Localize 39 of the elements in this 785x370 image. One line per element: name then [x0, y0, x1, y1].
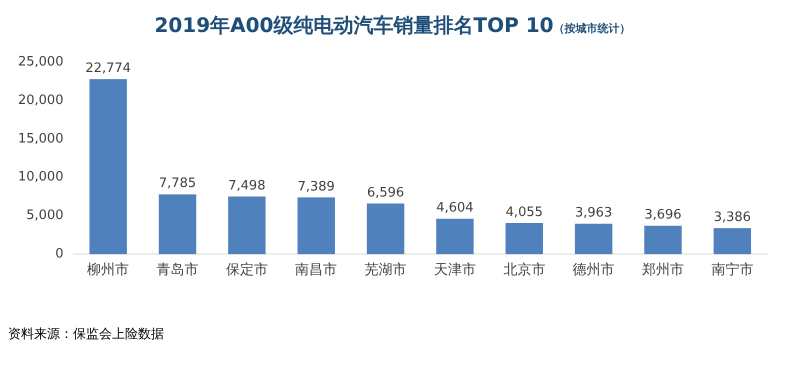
x-tick-label: 北京市: [503, 262, 546, 278]
x-tick-label: 郑州市: [642, 262, 684, 278]
bar: [714, 228, 752, 254]
x-tick-label: 南昌市: [295, 262, 338, 278]
data-label: 7,389: [298, 179, 335, 194]
bar: [436, 218, 474, 254]
x-tick-label: 保定市: [226, 262, 268, 278]
data-label: 3,963: [575, 206, 612, 221]
bar: [297, 197, 335, 254]
y-tick-label: 0: [55, 246, 64, 262]
data-label: 3,386: [714, 210, 751, 226]
bar: [89, 79, 127, 254]
data-label: 7,785: [158, 176, 196, 192]
bar: [574, 224, 612, 254]
y-tick-label: 20,000: [18, 92, 64, 108]
bar: [644, 226, 682, 254]
data-label: 3,696: [644, 208, 682, 223]
data-label: 4,055: [506, 204, 543, 220]
chart-subtitle: （按城市统计）: [554, 22, 631, 35]
x-tick-label: 青岛市: [156, 262, 199, 278]
data-label: 6,596: [366, 185, 404, 200]
x-tick-label: 德州市: [572, 262, 615, 278]
y-tick-label: 10,000: [18, 170, 64, 185]
x-tick-label: 南宁市: [711, 262, 754, 278]
data-label: 4,604: [436, 200, 474, 216]
bar: [506, 223, 543, 254]
data-label: 22,774: [85, 60, 131, 76]
y-tick-label: 15,000: [18, 131, 64, 146]
bar: [366, 203, 404, 254]
data-label: 7,498: [228, 178, 266, 194]
x-tick-label: 柳州市: [87, 262, 130, 278]
bar: [158, 194, 196, 254]
x-tick-label: 芜湖市: [364, 262, 407, 278]
bar: [228, 196, 266, 254]
x-tick-label: 天津市: [434, 262, 476, 278]
y-tick-label: 25,000: [18, 54, 64, 70]
text: 资料来源：保监会上险数据: [8, 326, 165, 343]
chart-title: 2019年A00级纯电动汽车销量排名TOP 10: [154, 13, 554, 37]
y-tick-label: 5,000: [26, 208, 64, 224]
